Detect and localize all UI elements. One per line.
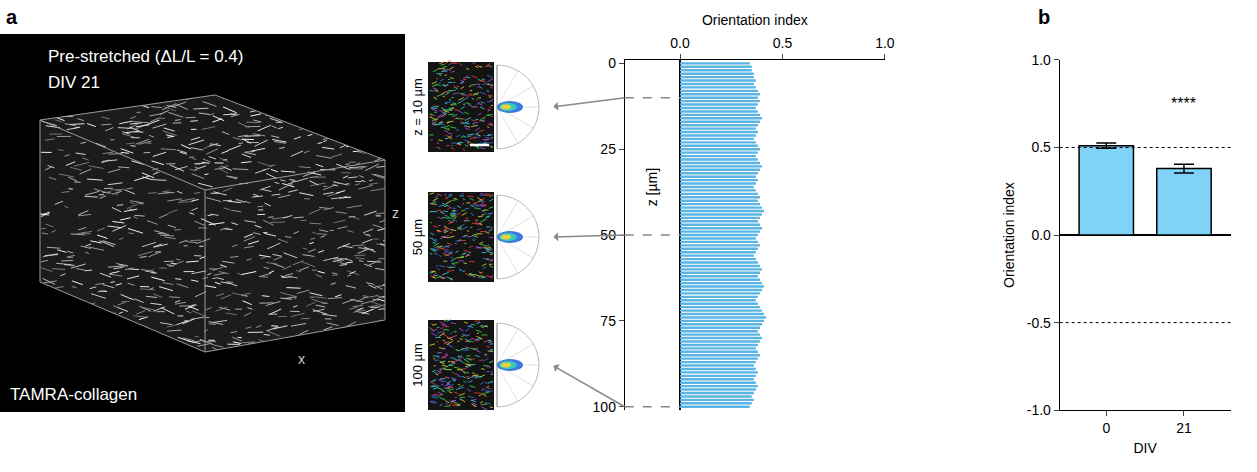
svg-text:Orientation index: Orientation index xyxy=(1001,182,1017,288)
svg-text:x: x xyxy=(298,351,305,367)
svg-text:a: a xyxy=(6,6,18,28)
svg-text:z = 10 µm: z = 10 µm xyxy=(410,78,425,136)
svg-text:0.0: 0.0 xyxy=(1031,227,1051,243)
svg-text:DIV: DIV xyxy=(1133,440,1157,456)
svg-text:100: 100 xyxy=(593,399,617,415)
svg-text:z: z xyxy=(392,205,399,221)
svg-text:0.0: 0.0 xyxy=(670,35,690,51)
svg-text:1.0: 1.0 xyxy=(1031,52,1051,68)
svg-text:25: 25 xyxy=(600,141,616,157)
svg-text:-1.0: -1.0 xyxy=(1027,402,1051,418)
svg-text:50 µm: 50 µm xyxy=(410,219,425,255)
svg-text:0: 0 xyxy=(1102,420,1110,436)
svg-text:b: b xyxy=(1038,6,1050,28)
svg-text:DIV 21: DIV 21 xyxy=(48,73,100,92)
svg-text:-0.5: -0.5 xyxy=(1027,315,1051,331)
svg-text:100 µm: 100 µm xyxy=(410,343,425,387)
svg-text:z [µm]: z [µm] xyxy=(644,168,660,206)
svg-text:0: 0 xyxy=(608,55,616,71)
svg-text:50: 50 xyxy=(600,227,616,243)
svg-text:0.5: 0.5 xyxy=(1031,139,1051,155)
svg-text:****: **** xyxy=(1171,95,1196,112)
svg-text:21: 21 xyxy=(1176,420,1192,436)
svg-text:Orientation index: Orientation index xyxy=(702,12,808,28)
svg-text:Pre-stretched (ΔL/L = 0.4): Pre-stretched (ΔL/L = 0.4) xyxy=(48,47,243,66)
svg-text:75: 75 xyxy=(600,313,616,329)
svg-text:TAMRA-collagen: TAMRA-collagen xyxy=(10,385,137,404)
svg-text:1.0: 1.0 xyxy=(875,35,895,51)
svg-text:0.5: 0.5 xyxy=(773,35,793,51)
